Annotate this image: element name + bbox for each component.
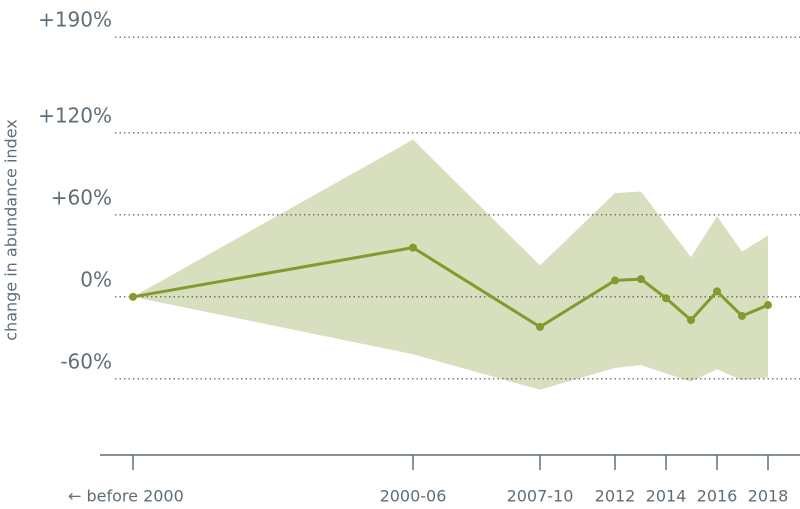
y-tick-label: +60% bbox=[51, 185, 112, 209]
point bbox=[611, 276, 619, 285]
line bbox=[132, 246, 769, 329]
x-tick-label: 2000-06 bbox=[380, 487, 447, 506]
x-tick-label: ← before 2000 bbox=[68, 487, 184, 506]
point bbox=[637, 275, 645, 284]
point bbox=[687, 316, 695, 325]
x-tick-label: 2014 bbox=[646, 487, 687, 506]
point bbox=[662, 294, 670, 303]
confidence-band bbox=[133, 139, 768, 390]
x-tick-label: 2012 bbox=[595, 487, 636, 506]
point bbox=[536, 322, 544, 331]
point bbox=[764, 301, 772, 310]
x-tick-label: 2018 bbox=[748, 487, 789, 506]
point bbox=[129, 292, 137, 301]
point bbox=[409, 243, 417, 252]
x-tick-label: 2007-10 bbox=[507, 487, 574, 506]
point bbox=[713, 287, 721, 296]
point bbox=[738, 311, 746, 320]
y-tick-label: +190% bbox=[38, 8, 112, 32]
y-axis-label: change in abundance index bbox=[2, 119, 21, 340]
x-tick-label: 2016 bbox=[697, 487, 738, 506]
y-tick-label: +120% bbox=[38, 103, 112, 127]
y-tick-label: 0% bbox=[80, 267, 112, 291]
y-tick-label: -60% bbox=[60, 349, 112, 373]
